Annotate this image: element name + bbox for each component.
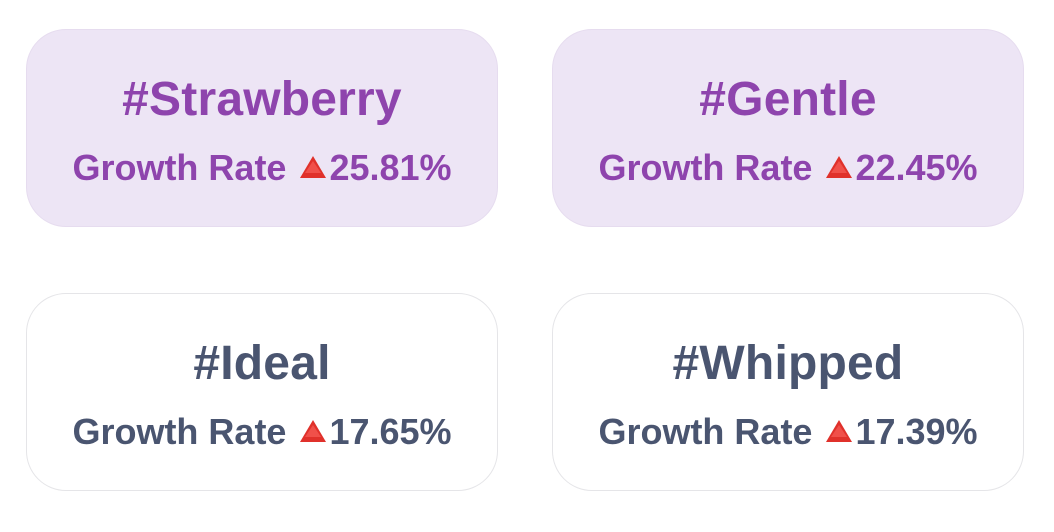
growth-rate-value: 17.65% — [329, 411, 452, 452]
growth-rate-value: 17.39% — [855, 411, 978, 452]
growth-rate-label: Growth Rate — [72, 411, 287, 452]
growth-rate-row: Growth Rate 25.81% — [72, 150, 451, 186]
trend-card-ideal[interactable]: #Ideal Growth Rate 17.65% — [26, 293, 498, 491]
trend-card-whipped[interactable]: #Whipped Growth Rate 17.39% — [552, 293, 1024, 491]
growth-rate-value: 22.45% — [855, 147, 978, 188]
growth-rate-row: Growth Rate 22.45% — [598, 150, 977, 186]
trend-card-strawberry[interactable]: #Strawberry Growth Rate 25.81% — [26, 29, 498, 227]
up-arrow-icon — [300, 156, 327, 178]
hashtag-title: #Strawberry — [122, 73, 402, 126]
growth-rate-row: Growth Rate 17.65% — [72, 414, 451, 450]
hashtag-title: #Ideal — [193, 337, 331, 390]
up-arrow-icon — [826, 156, 853, 178]
growth-rate-value: 25.81% — [329, 147, 452, 188]
growth-rate-row: Growth Rate 17.39% — [598, 414, 977, 450]
hashtag-title: #Gentle — [699, 73, 877, 126]
up-arrow-icon — [300, 420, 327, 442]
up-arrow-icon — [826, 420, 853, 442]
trend-card-gentle[interactable]: #Gentle Growth Rate 22.45% — [552, 29, 1024, 227]
growth-rate-label: Growth Rate — [72, 147, 287, 188]
growth-rate-label: Growth Rate — [598, 411, 813, 452]
growth-rate-label: Growth Rate — [598, 147, 813, 188]
hashtag-title: #Whipped — [672, 337, 904, 390]
